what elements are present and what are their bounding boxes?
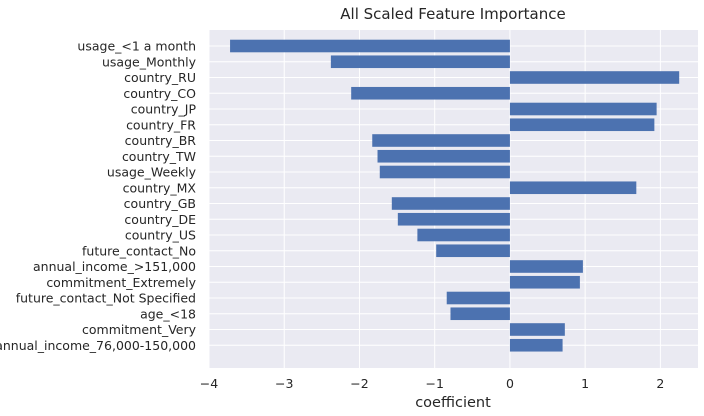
category-label: commitment_Extremely (46, 275, 196, 290)
x-tick-label: −4 (200, 376, 218, 391)
x-tick-labels: −4 −3 −2 −1 0 1 2 (200, 376, 665, 391)
bar-country-de (397, 212, 510, 226)
category-label: country_RU (124, 70, 196, 85)
bar-country-tw (377, 149, 510, 163)
category-label: country_TW (122, 149, 196, 164)
category-label: usage_Weekly (107, 165, 197, 180)
category-label: country_BR (125, 133, 197, 148)
category-label: country_GB (124, 196, 196, 211)
category-label: country_US (125, 228, 196, 243)
bar-commitment-extremely (509, 275, 580, 289)
bar-usage-weekly (379, 165, 510, 179)
category-label: usage_<1 a month (77, 39, 196, 54)
bar-usage-monthly (330, 55, 510, 69)
bar-future-contact-not-specified (446, 291, 510, 305)
x-tick-label: 1 (581, 376, 589, 391)
category-label: country_FR (126, 117, 196, 132)
bar-country-co (351, 86, 510, 100)
bar-future-contact-no (436, 244, 510, 258)
category-label: usage_Monthly (102, 54, 197, 69)
category-label: future_contact_Not Specified (16, 291, 196, 306)
bar-country-fr (509, 118, 655, 132)
category-label: annual_income_>151,000 (33, 259, 196, 274)
category-label: annual_income_76,000-150,000 (0, 338, 196, 353)
bar-country-us (417, 228, 510, 242)
x-tick-label: 2 (656, 376, 664, 391)
x-tick-label: −3 (275, 376, 293, 391)
bar-usage-1-a-month (230, 39, 510, 53)
bar-country-ru (509, 71, 680, 84)
bar-annual-income-151-000 (509, 260, 583, 273)
bar-country-gb (391, 197, 510, 210)
category-label: age_<18 (140, 306, 196, 321)
bar-country-br (372, 134, 510, 147)
bar-age-18 (450, 307, 510, 321)
bar-country-mx (509, 181, 637, 195)
category-label: country_MX (123, 180, 197, 195)
bar-country-jp (509, 102, 657, 116)
x-tick-label: −1 (425, 376, 443, 391)
category-label: country_DE (124, 212, 196, 227)
chart-title: All Scaled Feature Importance (340, 5, 565, 23)
x-tick-label: 0 (506, 376, 514, 391)
bar-commitment-very (509, 323, 565, 336)
category-labels: usage_<1 a monthusage_Monthlycountry_RUc… (0, 39, 197, 353)
category-label: country_CO (123, 86, 196, 101)
x-axis-label: coefficient (415, 395, 491, 411)
x-tick-label: −2 (350, 376, 368, 391)
bars (230, 39, 680, 352)
category-label: country_JP (131, 102, 197, 117)
bar-annual-income-76-000-150-000 (509, 338, 563, 352)
category-label: commitment_Very (82, 322, 197, 337)
category-label: future_contact_No (82, 243, 196, 258)
